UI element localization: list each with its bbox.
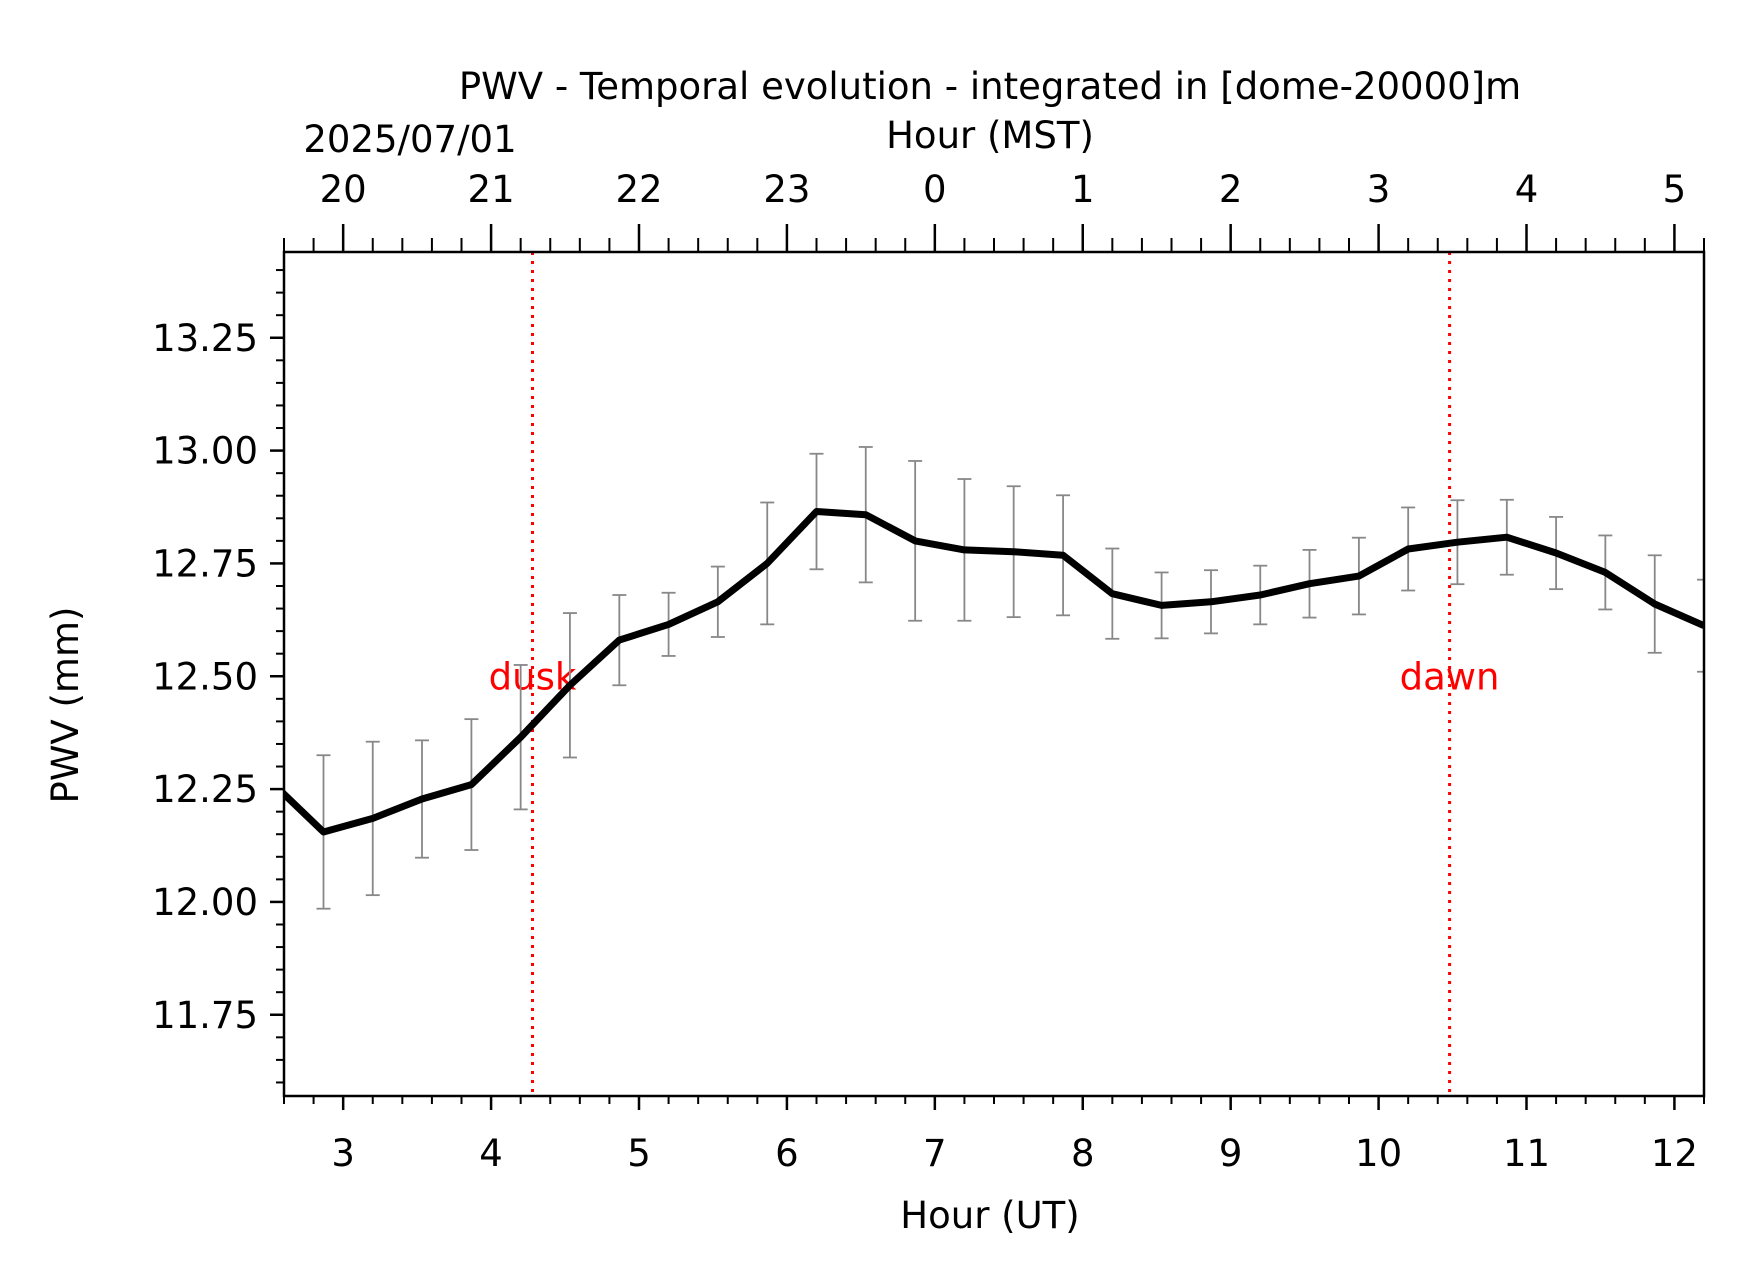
top-tick-label: 4 [1515,168,1539,211]
plot-frame [282,250,1706,1098]
x-tick-label: 9 [1219,1132,1243,1175]
y-tick-label: 13.00 [152,430,258,473]
top-tick-label: 5 [1663,168,1687,211]
top-tick-label: 23 [763,168,810,211]
x-tick-label: 10 [1355,1132,1402,1175]
x-tick-label: 11 [1503,1132,1550,1175]
top-tick-label: 21 [468,168,515,211]
y-tick-label: 12.25 [152,768,258,811]
top-tick-label: 20 [320,168,367,211]
annotations: dusk dawn [489,252,1500,1096]
y-axis-label: PWV (mm) [44,607,87,804]
y-tick-label: 12.50 [152,655,258,698]
top-tick-label: 3 [1367,168,1391,211]
top-tick-label: 0 [923,168,947,211]
y-tick-label: 12.00 [152,881,258,924]
x-tick-label: 3 [331,1132,355,1175]
bottom-axis: 3 4 5 6 7 8 9 10 11 12 [283,1096,1705,1175]
series-line [284,508,1704,836]
x-tick-label: 7 [923,1132,947,1175]
top-axis: 20 21 22 23 0 1 2 3 4 5 [283,168,1705,252]
x-tick-label: 12 [1651,1132,1698,1175]
date-label: 2025/07/01 [303,118,516,161]
x-tick-label: 4 [479,1132,503,1175]
x-tick-label: 6 [775,1132,799,1175]
y-tick-label: 13.25 [152,317,258,360]
top-tick-label: 22 [615,168,662,211]
y-tick-label: 12.75 [152,542,258,585]
x-axis-label: Hour (UT) [900,1194,1079,1237]
x-tick-label: 8 [1071,1132,1095,1175]
top-axis-label: Hour (MST) [886,114,1094,157]
chart-title: PWV - Temporal evolution - integrated in… [459,65,1521,108]
series-layer [284,508,1704,836]
top-tick-label: 1 [1071,168,1095,211]
y-axis: 11.75 12.00 12.25 12.50 12.75 13.00 13.25 [152,269,284,1084]
y-tick-label: 11.75 [152,994,258,1037]
annotation-label-dawn: dawn [1400,655,1500,698]
top-tick-label: 2 [1219,168,1243,211]
x-tick-label: 5 [627,1132,651,1175]
